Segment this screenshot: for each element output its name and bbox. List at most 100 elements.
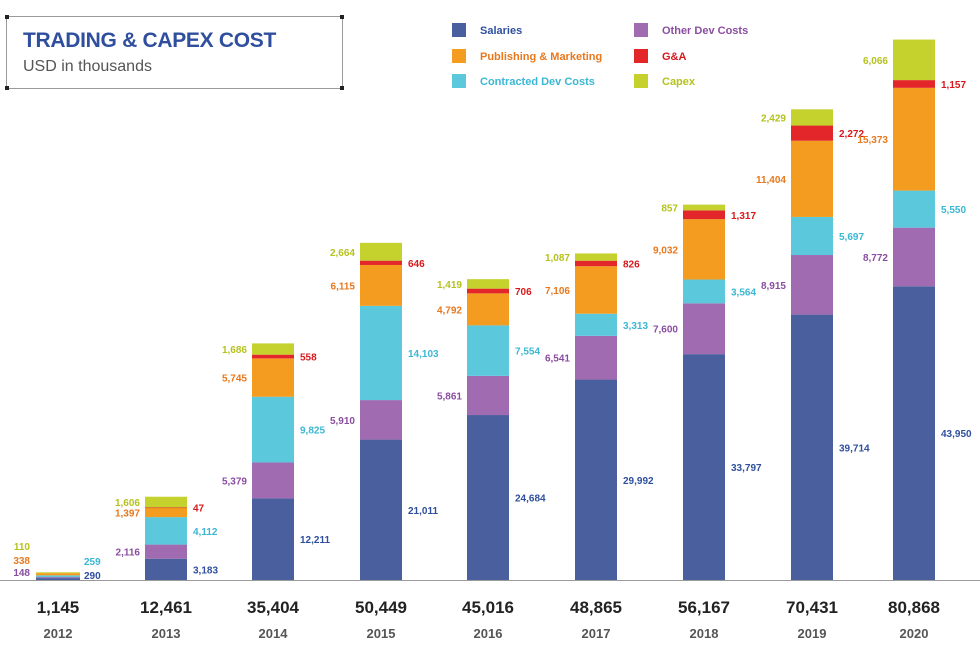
bar-segment-publishing-and-marketing-2017 (575, 266, 617, 314)
value-label-capex-2016: 1,419 (437, 280, 462, 291)
value-label-publishing-and-marketing-2018: 9,032 (653, 245, 678, 256)
value-label-ganda-2020: 1,157 (941, 80, 966, 91)
value-label-salaries-2016: 24,684 (515, 494, 546, 505)
bar-segment-ganda-2013 (145, 507, 187, 509)
value-label-other-dev-costs-2016: 5,861 (437, 391, 462, 402)
value-label-capex-2018: 857 (661, 204, 678, 215)
value-label-publishing-and-marketing-2019: 11,404 (756, 175, 786, 186)
total-label-2018: 56,167 (678, 598, 730, 617)
value-label-contracted-dev-costs-2013: 4,112 (193, 527, 218, 538)
bar-segment-salaries-2020 (893, 286, 935, 580)
value-label-ganda-2015: 646 (408, 259, 425, 270)
value-label-contracted-dev-costs-2014: 9,825 (300, 426, 325, 437)
bar-segment-other-dev-costs-2013 (145, 544, 187, 559)
bar-segment-other-dev-costs-2016 (467, 375, 509, 416)
value-label-salaries-2012: 290 (84, 571, 101, 582)
value-label-publishing-and-marketing-2013: 1,397 (115, 508, 140, 519)
legend-swatch-ganda (634, 49, 648, 63)
chart-subtitle: USD in thousands (23, 58, 152, 75)
value-label-contracted-dev-costs-2020: 5,550 (941, 205, 966, 216)
value-label-other-dev-costs-2014: 5,379 (222, 476, 247, 487)
bar-segment-contracted-dev-costs-2018 (683, 279, 725, 304)
total-label-2013: 12,461 (140, 598, 192, 617)
legend-label-ganda: G&A (662, 51, 687, 63)
bar-segment-publishing-and-marketing-2013 (145, 507, 187, 518)
bar-segment-ganda-2019 (791, 125, 833, 141)
bar-segment-other-dev-costs-2014 (252, 462, 294, 499)
value-label-publishing-and-marketing-2014: 5,745 (222, 374, 247, 385)
value-label-other-dev-costs-2012: 148 (13, 568, 30, 579)
value-label-ganda-2017: 826 (623, 259, 640, 270)
value-label-capex-2015: 2,664 (330, 248, 355, 259)
bar-segment-ganda-2017 (575, 260, 617, 267)
total-label-2020: 80,868 (888, 598, 940, 617)
bar-segment-other-dev-costs-2018 (683, 303, 725, 355)
value-label-publishing-and-marketing-2015: 6,115 (331, 281, 356, 292)
chart-title: TRADING & CAPEX COST (23, 29, 277, 52)
total-label-2012: 1,145 (37, 598, 80, 617)
bar-segment-publishing-and-marketing-2012 (36, 573, 80, 576)
legend-swatch-publishing-and-marketing (452, 49, 466, 63)
year-label-2015: 2015 (367, 626, 396, 641)
year-label-2018: 2018 (690, 626, 719, 641)
bar-segment-ganda-2016 (467, 288, 509, 294)
value-label-capex-2013: 1,606 (115, 498, 140, 509)
bar-segment-salaries-2014 (252, 498, 294, 580)
year-label-2014: 2014 (259, 626, 289, 641)
bar-segment-ganda-2015 (360, 260, 402, 265)
bar-segment-salaries-2018 (683, 354, 725, 580)
value-label-salaries-2015: 21,011 (408, 506, 438, 517)
value-label-contracted-dev-costs-2016: 7,554 (515, 347, 540, 358)
total-label-2015: 50,449 (355, 598, 407, 617)
bar-segment-ganda-2020 (893, 80, 935, 88)
bar-segment-capex-2019 (791, 109, 833, 126)
value-label-salaries-2014: 12,211 (300, 535, 330, 546)
bar-segment-contracted-dev-costs-2020 (893, 190, 935, 228)
year-label-2013: 2013 (152, 626, 181, 641)
frame-corner (5, 15, 9, 19)
value-label-publishing-and-marketing-2020: 15,373 (857, 135, 888, 146)
value-label-other-dev-costs-2017: 6,541 (545, 354, 570, 365)
frame-corner (5, 86, 9, 90)
bar-segment-capex-2014 (252, 343, 294, 355)
bar-segment-contracted-dev-costs-2013 (145, 517, 187, 545)
value-label-ganda-2019: 2,272 (839, 129, 864, 140)
value-label-salaries-2017: 29,992 (623, 476, 654, 487)
total-label-2016: 45,016 (462, 598, 514, 617)
value-label-other-dev-costs-2015: 5,910 (330, 416, 355, 427)
value-label-other-dev-costs-2019: 8,915 (761, 281, 786, 292)
bar-segment-publishing-and-marketing-2019 (791, 140, 833, 217)
bar-segment-capex-2020 (893, 39, 935, 81)
total-label-2017: 48,865 (570, 598, 622, 617)
bar-segment-publishing-and-marketing-2015 (360, 264, 402, 306)
bar-segment-capex-2017 (575, 253, 617, 261)
value-label-ganda-2018: 1,317 (731, 211, 756, 222)
bar-segment-other-dev-costs-2015 (360, 400, 402, 440)
bar-segment-contracted-dev-costs-2015 (360, 305, 402, 401)
bar-segment-capex-2016 (467, 279, 509, 289)
value-label-other-dev-costs-2020: 8,772 (863, 253, 888, 264)
bar-segment-salaries-2017 (575, 379, 617, 580)
legend-swatch-salaries (452, 23, 466, 37)
bar-segment-publishing-and-marketing-2018 (683, 219, 725, 280)
legend-label-capex: Capex (662, 76, 696, 88)
bar-segment-capex-2012 (36, 572, 80, 574)
title-box: TRADING & CAPEX COST USD in thousands (5, 15, 344, 90)
bar-segment-salaries-2015 (360, 439, 402, 580)
bar-segment-contracted-dev-costs-2014 (252, 396, 294, 463)
value-label-capex-2014: 1,686 (222, 345, 247, 356)
bar-segment-publishing-and-marketing-2020 (893, 87, 935, 191)
value-label-ganda-2014: 558 (300, 353, 317, 364)
value-label-capex-2012: 110 (14, 542, 31, 553)
bar-segment-contracted-dev-costs-2017 (575, 313, 617, 336)
bar-segment-contracted-dev-costs-2016 (467, 325, 509, 376)
bar-segment-capex-2018 (683, 204, 725, 211)
legend-label-salaries: Salaries (480, 25, 522, 37)
bar-segment-other-dev-costs-2020 (893, 227, 935, 287)
frame-corner (340, 86, 344, 90)
value-label-salaries-2020: 43,950 (941, 429, 972, 440)
year-label-2019: 2019 (798, 626, 827, 641)
legend-label-publishing-and-marketing: Publishing & Marketing (480, 51, 602, 63)
legend-swatch-other-dev-costs (634, 23, 648, 37)
